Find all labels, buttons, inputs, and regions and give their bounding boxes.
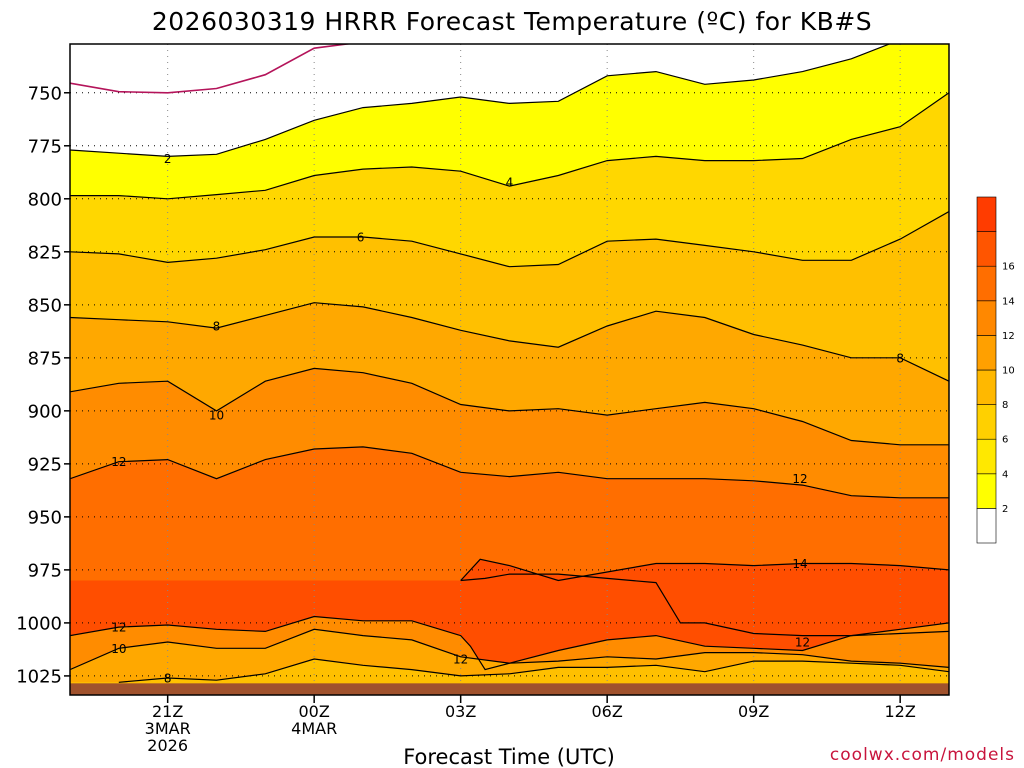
plot-frame — [69, 43, 950, 696]
colorbar: 2 4 6 8 10 12 14 16 — [976, 196, 1015, 544]
y-tick-label: 1025 — [16, 666, 62, 687]
contour-4-2 — [70, 92, 949, 200]
y-tick-label: 900 — [28, 401, 62, 422]
colorbar-swatch — [976, 265, 997, 302]
colorbar-label: 10 — [1002, 366, 1015, 377]
colorbar-swatch — [976, 438, 997, 475]
contour-8-11 — [118, 658, 949, 683]
contour-label-12: 12 — [111, 621, 126, 635]
x-tick-label: 2026 — [147, 736, 188, 755]
colorbar-swatch — [976, 508, 997, 544]
colorbar-label: 2 — [1002, 504, 1008, 515]
x-tick-label: 12Z — [885, 702, 916, 721]
y-tick-label: 975 — [28, 560, 62, 581]
colorbar-swatch — [976, 300, 997, 336]
credit-link[interactable]: coolwx.com/models — [830, 745, 1015, 765]
colorbar-label: 12 — [1002, 331, 1015, 342]
colorbar-label: 8 — [1002, 400, 1008, 411]
y-tick-label: 950 — [28, 507, 62, 528]
y-tick-label: 925 — [28, 454, 62, 475]
contour-2-1 — [70, 44, 892, 158]
contour-14-8 — [460, 558, 949, 582]
y-tick-label: 800 — [28, 189, 62, 210]
x-tick-label: 00Z — [299, 702, 330, 721]
colorbar-label: 16 — [1002, 262, 1015, 273]
colorbar-swatch — [976, 369, 997, 405]
contour-10-10 — [70, 628, 949, 671]
plot-gridlines — [70, 44, 949, 695]
contour-label-6: 6 — [357, 230, 365, 244]
colorbar-swatch — [976, 404, 997, 440]
y-tick-label: 750 — [28, 83, 62, 104]
contour-8-4 — [70, 302, 949, 382]
y-tick-label: 875 — [28, 348, 62, 369]
pressure-axis: 750 775 800 825 850 875 900 925 950 975 1000 1025 — [16, 83, 70, 687]
colorbar-swatch — [976, 335, 997, 371]
x-tick-label: 03Z — [445, 702, 476, 721]
terrain-ground — [70, 683, 949, 695]
contour-label-14: 14 — [792, 557, 807, 571]
contour-10-5 — [70, 367, 949, 446]
x-tick-label: 4MAR — [291, 719, 337, 738]
colorbar-label: 14 — [1002, 296, 1015, 307]
x-axis-label: Forecast Time (UTC) — [403, 745, 615, 768]
colorbar-swatch — [976, 473, 997, 509]
contour-14-9 — [460, 573, 949, 637]
contour-label-12: 12 — [795, 635, 810, 649]
colorbar-label: 4 — [1002, 469, 1008, 480]
contour-12-6 — [70, 446, 949, 499]
y-tick-label: 1000 — [16, 613, 62, 634]
contour-label-8: 8 — [164, 672, 172, 686]
contour-label-10: 10 — [209, 409, 224, 423]
contour-label-12: 12 — [453, 652, 468, 666]
y-tick-label: 850 — [28, 295, 62, 316]
contour-0-0 — [70, 44, 353, 94]
contour-12-7 — [70, 615, 949, 671]
y-tick-label: 825 — [28, 242, 62, 263]
fill-band-14-core — [460, 559, 949, 636]
contour-label-12: 12 — [111, 455, 126, 469]
colorbar-swatch — [976, 231, 997, 267]
colorbar-swatch — [976, 196, 997, 232]
x-tick-label: 21Z — [152, 702, 183, 721]
colorbar-label: 6 — [1002, 435, 1008, 446]
y-tick-label: 775 — [28, 136, 62, 157]
contour-label-12: 12 — [792, 472, 807, 486]
temperature-fill-bands — [70, 44, 949, 695]
contour-label-10: 10 — [111, 642, 126, 656]
contour-lines — [70, 44, 949, 683]
x-tick-label: 06Z — [592, 702, 623, 721]
contour-labels: 2 4 6 8 10 12 12 14 8 12 10 8 12 12 — [111, 152, 904, 686]
x-tick-label: 09Z — [738, 702, 769, 721]
contour-6-3 — [70, 210, 949, 268]
chart-title: 2026030319 HRRR Forecast Temperature (ºC… — [152, 7, 872, 36]
x-tick-label: 3MAR — [145, 719, 191, 738]
contour-label-8: 8 — [896, 351, 904, 365]
contour-label-4: 4 — [506, 175, 514, 189]
contour-label-2: 2 — [164, 152, 172, 166]
contour-label-8: 8 — [213, 320, 221, 334]
